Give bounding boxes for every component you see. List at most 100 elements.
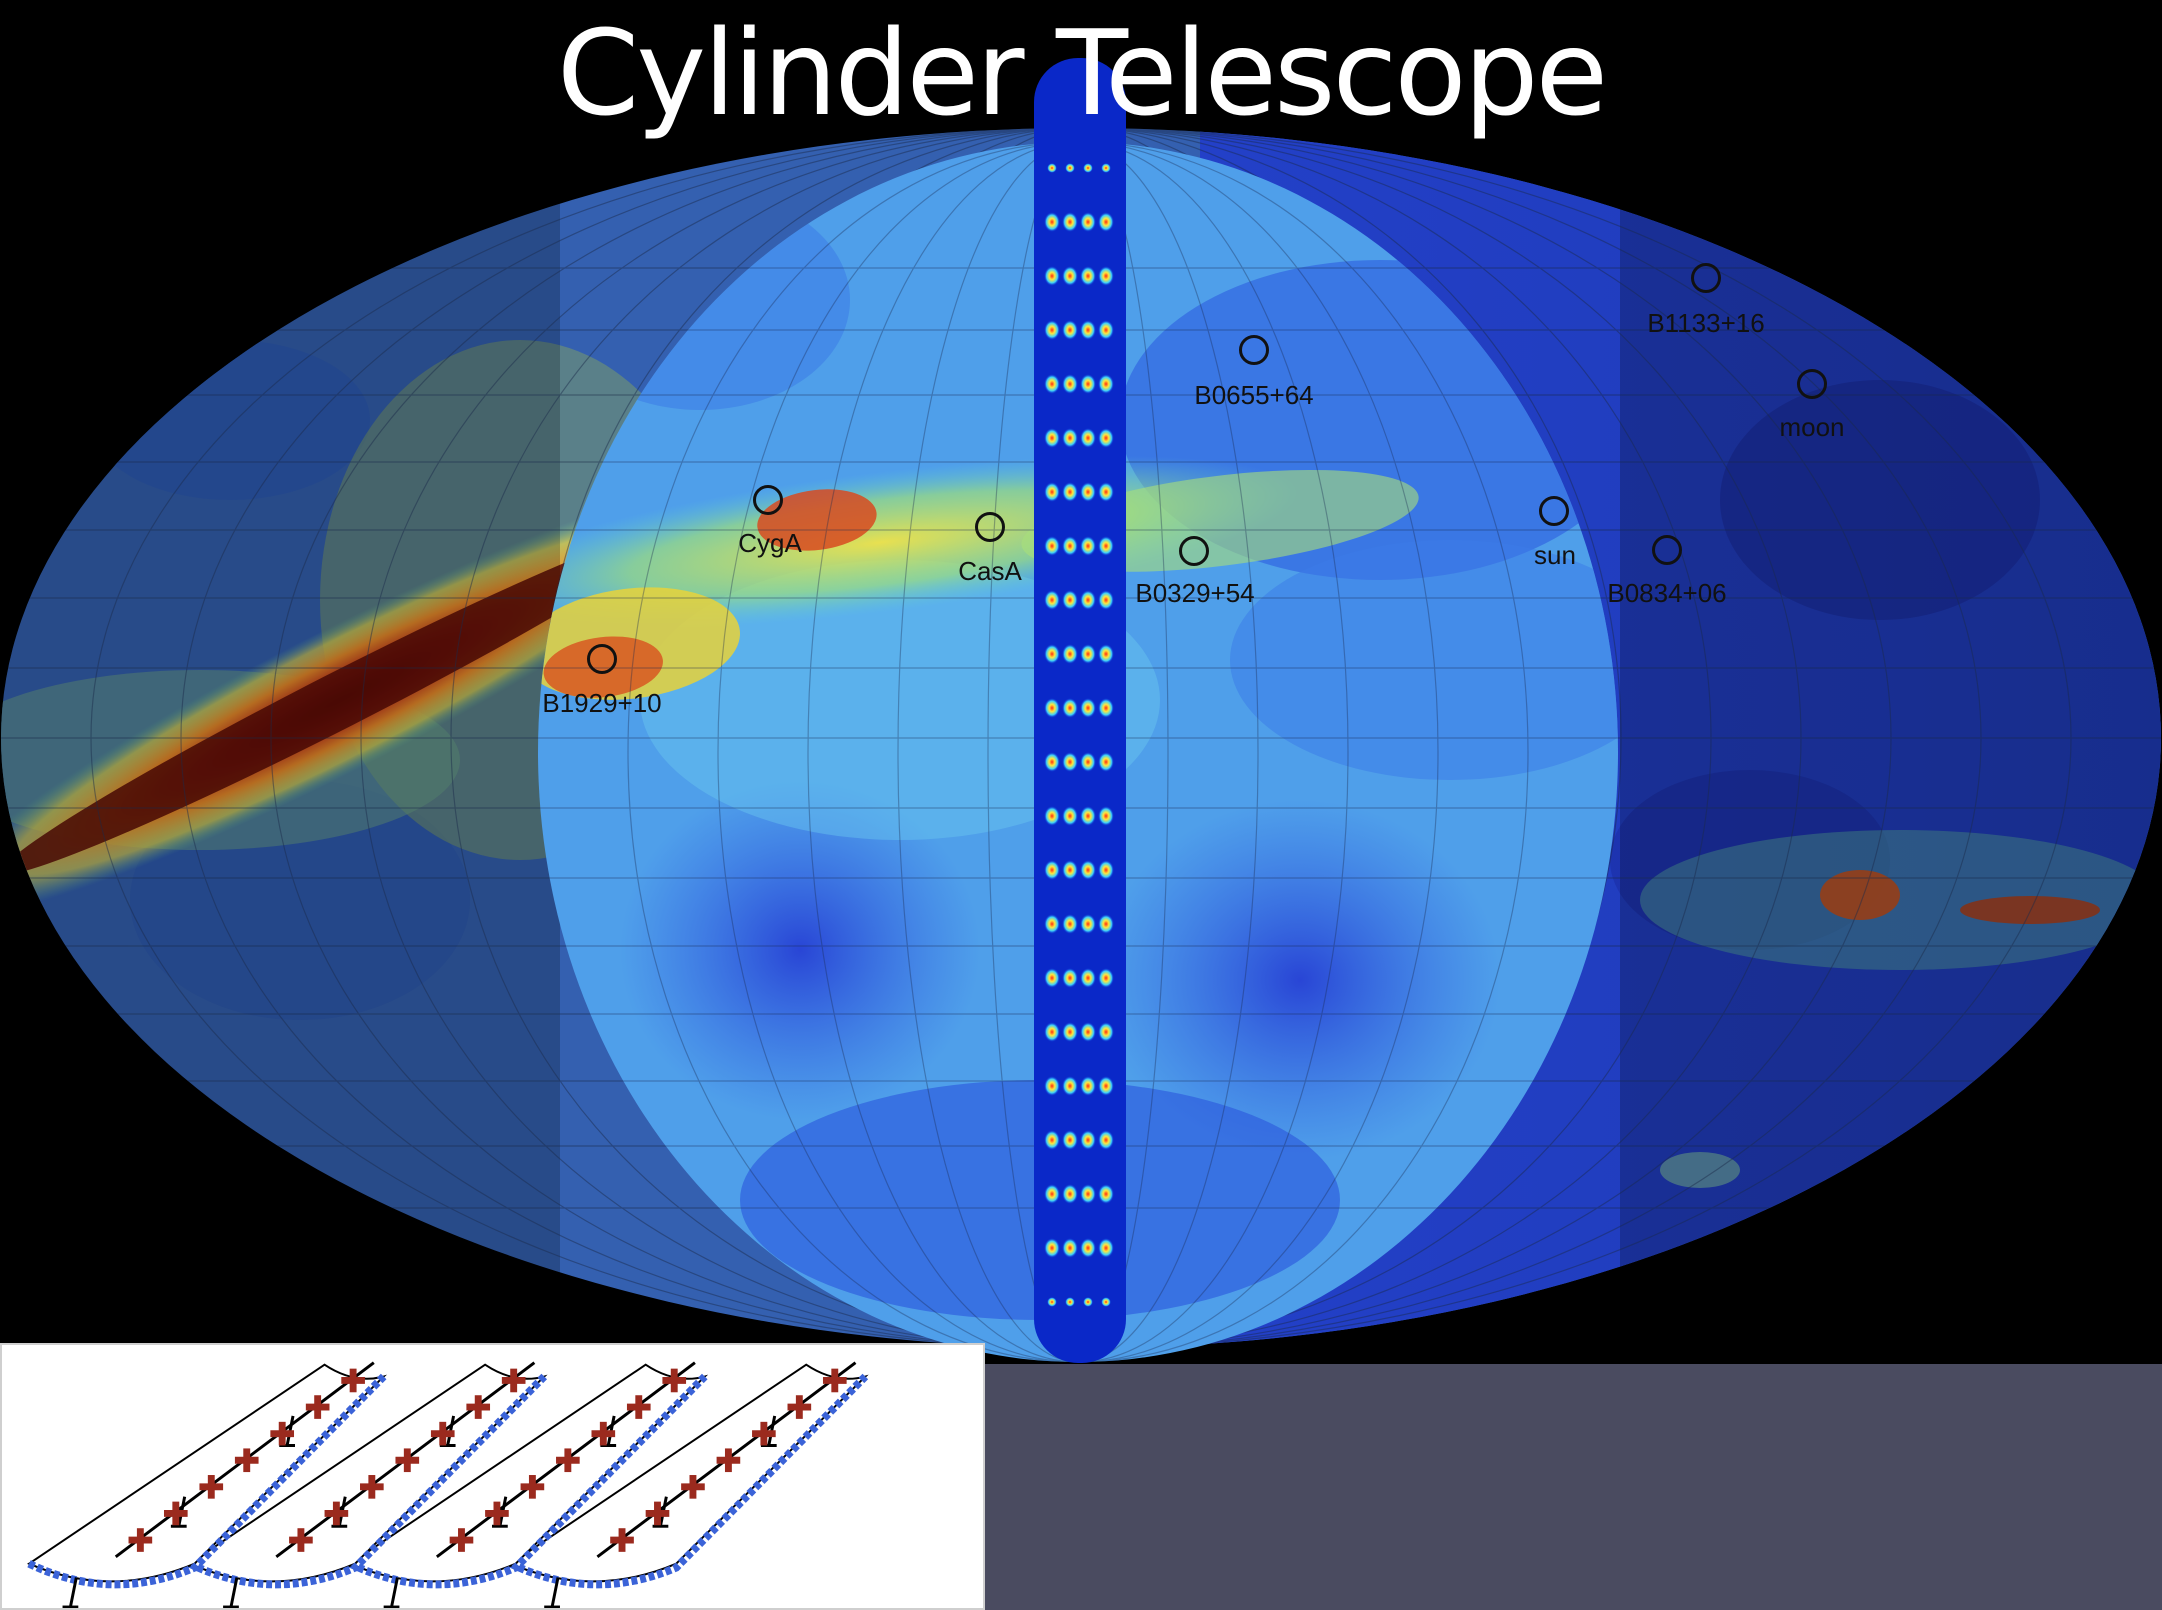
beam-spot — [1080, 374, 1096, 394]
source-label-moon: moon — [1779, 412, 1845, 442]
beam-spot — [1044, 968, 1060, 988]
beam-spot — [1080, 320, 1096, 340]
beam-spot — [1044, 698, 1060, 718]
beam-spot — [1044, 482, 1060, 502]
beam-spot — [1044, 1184, 1060, 1204]
beam-spot — [1044, 590, 1060, 610]
beam-spot — [1044, 1076, 1060, 1096]
beam-spot — [1062, 1238, 1078, 1258]
beam-spot — [1098, 860, 1114, 880]
beam-spot — [1065, 1297, 1075, 1307]
beam-spot — [1047, 1297, 1057, 1307]
beam-pattern — [1044, 163, 1114, 1307]
beam-spot — [1062, 374, 1078, 394]
beam-spot — [1062, 1130, 1078, 1150]
beam-spot — [1044, 212, 1060, 232]
cylinder-truss — [509, 1373, 869, 1589]
support-leg — [68, 1577, 78, 1608]
b0834-marker-icon — [1652, 535, 1682, 565]
cylinder-array-illustration — [0, 1343, 985, 1610]
beam-spot — [1062, 968, 1078, 988]
beam-spot — [1044, 428, 1060, 448]
beam-spot — [1098, 320, 1114, 340]
beam-spot — [1062, 212, 1078, 232]
beam-spot — [1044, 914, 1060, 934]
cylinder-truss — [348, 1373, 708, 1589]
beam-spot — [1080, 1130, 1096, 1150]
beam-spot — [1047, 163, 1057, 173]
beam-spot — [1062, 752, 1078, 772]
b1929-marker-icon — [587, 644, 617, 674]
beam-spot — [1083, 163, 1093, 173]
beam-spot — [1098, 644, 1114, 664]
beam-spot — [1080, 1184, 1096, 1204]
source-label-b0834: B0834+06 — [1607, 578, 1727, 608]
b0329-marker-icon — [1179, 536, 1209, 566]
beam-spot — [1098, 1130, 1114, 1150]
beam-spot — [1044, 374, 1060, 394]
beam-spot — [1044, 860, 1060, 880]
beam-spot — [1098, 1076, 1114, 1096]
beam-spot — [1062, 482, 1078, 502]
beam-spot — [1098, 212, 1114, 232]
source-label-sun: sun — [1534, 540, 1576, 570]
cylinder-truss — [27, 1373, 387, 1589]
beam-spot — [1044, 644, 1060, 664]
beam-spot — [1065, 163, 1075, 173]
beam-spot — [1080, 266, 1096, 286]
beam-spot — [1098, 806, 1114, 826]
beam-spot — [1062, 536, 1078, 556]
beam-spot — [1062, 698, 1078, 718]
cylinder-array-drawing — [27, 1361, 869, 1608]
beam-spot — [1080, 1022, 1096, 1042]
beam-spot — [1101, 163, 1111, 173]
beam-spot — [1062, 860, 1078, 880]
beam-spot — [1080, 968, 1096, 988]
beam-spot — [1080, 536, 1096, 556]
beam-spot — [1062, 644, 1078, 664]
beam-spot — [1080, 860, 1096, 880]
beam-spot — [1080, 914, 1096, 934]
beam-spot — [1080, 428, 1096, 448]
beam-spot — [1044, 806, 1060, 826]
beam-spot — [1044, 536, 1060, 556]
beam-spot — [1080, 752, 1096, 772]
beam-spot — [1062, 1022, 1078, 1042]
beam-spot — [1098, 266, 1114, 286]
slide-title: Cylinder Telescope — [556, 4, 1608, 142]
b1133-marker-icon — [1691, 263, 1721, 293]
beam-spot — [1062, 320, 1078, 340]
beam-spot — [1044, 320, 1060, 340]
casa-marker-icon — [975, 512, 1005, 542]
b0655-marker-icon — [1239, 335, 1269, 365]
beam-spot — [1080, 212, 1096, 232]
moon-marker-icon — [1797, 369, 1827, 399]
beam-spot — [1098, 590, 1114, 610]
beam-spot — [1098, 698, 1114, 718]
beam-spot — [1083, 1297, 1093, 1307]
beam-spot — [1062, 266, 1078, 286]
beam-spot — [1098, 968, 1114, 988]
beam-spot — [1098, 482, 1114, 502]
beam-spot — [1080, 1238, 1096, 1258]
beam-spot — [1080, 590, 1096, 610]
beam-spot — [1080, 1076, 1096, 1096]
beam-spot — [1062, 428, 1078, 448]
support-leg — [550, 1577, 560, 1608]
beam-spot — [1062, 806, 1078, 826]
sun-marker-icon — [1539, 496, 1569, 526]
beam-spot — [1101, 1297, 1111, 1307]
beam-spot — [1044, 1238, 1060, 1258]
beam-spot — [1098, 1022, 1114, 1042]
beam-spot — [1098, 374, 1114, 394]
beam-spot — [1098, 752, 1114, 772]
beam-spot — [1080, 806, 1096, 826]
beam-spot — [1098, 536, 1114, 556]
beam-spot — [1098, 1184, 1114, 1204]
beam-spot — [1044, 266, 1060, 286]
beam-spot — [1080, 482, 1096, 502]
beam-spot — [1098, 428, 1114, 448]
beam-spot — [1080, 644, 1096, 664]
